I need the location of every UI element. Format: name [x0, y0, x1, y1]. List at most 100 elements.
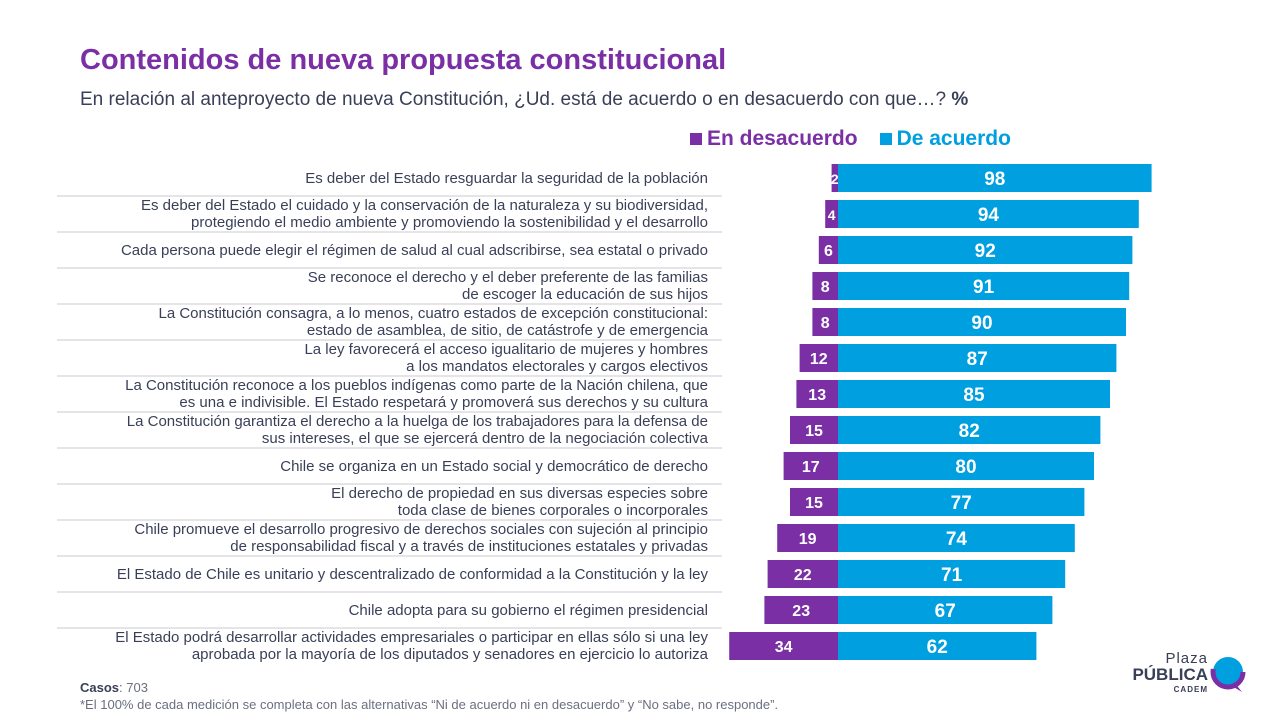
data-label-en-desacuerdo: 34: [775, 639, 793, 656]
category-label-line: estado de asamblea, de sitio, de catástr…: [307, 322, 709, 339]
bar-de-acuerdo: [838, 200, 1139, 228]
category-label-line: El Estado de Chile es unitario y descent…: [117, 566, 709, 583]
category-label-line: protegiendo el medio ambiente y promovie…: [191, 214, 708, 231]
category-label-line: sus intereses, el que se ejercerá dentro…: [262, 430, 709, 447]
category-label: Es deber del Estado el cuidado y la cons…: [141, 197, 708, 231]
data-label-en-desacuerdo: 15: [805, 423, 823, 440]
data-label-en-desacuerdo: 17: [802, 459, 820, 476]
category-label-line: Cada persona puede elegir el régimen de …: [121, 242, 708, 259]
bar-en-desacuerdo: [825, 200, 838, 228]
bar-de-acuerdo: [838, 344, 1117, 372]
category-label-line: El Estado podrá desarrollar actividades …: [115, 629, 708, 646]
casos-footnote: Casos: 703: [80, 680, 148, 695]
logo-line-2: PÚBLICA: [1132, 665, 1208, 684]
category-label: Se reconoce el derecho y el deber prefer…: [308, 269, 708, 303]
category-label-line: Chile adopta para su gobierno el régimen…: [349, 602, 708, 619]
data-label-en-desacuerdo: 13: [808, 387, 826, 404]
bar-en-desacuerdo: [812, 308, 838, 336]
data-label-de-acuerdo: 77: [951, 493, 972, 514]
category-label: Chile adopta para su gobierno el régimen…: [349, 602, 708, 619]
data-label-de-acuerdo: 62: [927, 637, 948, 658]
category-label-line: Chile promueve el desarrollo progresivo …: [134, 521, 708, 538]
legend-swatch-desacuerdo: [690, 133, 702, 145]
bar-en-desacuerdo: [799, 344, 838, 372]
bar-en-desacuerdo: [777, 524, 838, 552]
bar-en-desacuerdo: [796, 380, 838, 408]
casos-label: Casos: [80, 680, 120, 695]
category-label-line: La Constitución consagra, a lo menos, cu…: [159, 305, 709, 322]
logo-line-1: Plaza: [1165, 650, 1208, 667]
bar-de-acuerdo: [838, 452, 1094, 480]
legend-label-acuerdo: De acuerdo: [896, 127, 1011, 150]
subtitle-text: En relación al anteproyecto de nueva Con…: [80, 89, 947, 110]
category-label-line: aprobada por la mayoría de los diputados…: [192, 646, 709, 663]
bar-en-desacuerdo: [818, 236, 838, 264]
category-label: Chile promueve el desarrollo progresivo …: [134, 521, 708, 555]
data-label-en-desacuerdo: 23: [792, 603, 810, 620]
legend-item-desacuerdo: En desacuerdo: [690, 127, 858, 151]
bar-de-acuerdo: [838, 488, 1085, 516]
category-label-line: de escoger la educación de sus hijos: [462, 286, 708, 303]
data-label-de-acuerdo: 74: [946, 529, 968, 550]
category-label: El Estado de Chile es unitario y descent…: [117, 566, 709, 583]
data-label-en-desacuerdo: 2: [831, 171, 839, 187]
data-label-de-acuerdo: 91: [973, 277, 995, 298]
legend-label-desacuerdo: En desacuerdo: [707, 127, 858, 150]
category-label-line: La Constitución reconoce a los pueblos i…: [125, 377, 708, 394]
category-label-line: de responsabilidad fiscal y a través de …: [230, 538, 708, 555]
category-label: El Estado podrá desarrollar actividades …: [115, 629, 708, 663]
subtitle-unit: %: [951, 89, 969, 110]
data-label-de-acuerdo: 82: [959, 421, 980, 442]
category-label-line: Chile se organiza en un Estado social y …: [280, 458, 708, 475]
category-label-line: Es deber del Estado resguardar la seguri…: [305, 170, 708, 187]
data-label-en-desacuerdo: 19: [799, 531, 817, 548]
logo-line-3: CADEM: [1173, 685, 1208, 694]
data-label-en-desacuerdo: 4: [828, 207, 836, 223]
legend-swatch-acuerdo: [879, 133, 892, 145]
data-label-en-desacuerdo: 12: [810, 351, 828, 368]
casos-value: : 703: [119, 680, 148, 695]
category-label-line: Es deber del Estado el cuidado y la cons…: [141, 197, 708, 214]
data-label-de-acuerdo: 71: [941, 565, 963, 586]
legend-item-acuerdo: De acuerdo: [879, 127, 1011, 151]
bar-en-desacuerdo: [767, 560, 838, 588]
data-label-de-acuerdo: 67: [935, 601, 956, 622]
bar-de-acuerdo: [838, 560, 1066, 588]
plaza-publica-cadem-logo: Plaza PÚBLICA CADEM: [1128, 650, 1246, 698]
category-label: Cada persona puede elegir el régimen de …: [121, 242, 708, 259]
bar-en-desacuerdo: [764, 596, 838, 624]
category-label-line: toda clase de bienes corporales o incorp…: [398, 502, 708, 519]
bar-en-desacuerdo: [729, 632, 838, 660]
data-label-en-desacuerdo: 8: [821, 315, 830, 332]
data-label-en-desacuerdo: 15: [805, 495, 823, 512]
legend: En desacuerdo De acuerdo: [690, 127, 1011, 151]
data-label-en-desacuerdo: 22: [794, 567, 812, 584]
category-label: Es deber del Estado resguardar la seguri…: [305, 170, 708, 187]
data-label-de-acuerdo: 80: [955, 457, 976, 478]
category-label: El derecho de propiedad en sus diversas …: [331, 485, 708, 519]
category-label: La ley favorecerá el acceso igualitario …: [304, 341, 708, 375]
category-label-line: La ley favorecerá el acceso igualitario …: [304, 341, 708, 358]
category-label-line: a los mandatos electorales y cargos elec…: [406, 358, 708, 375]
bar-de-acuerdo: [838, 236, 1133, 264]
bar-de-acuerdo: [838, 524, 1075, 552]
footnote: *El 100% de cada medición se completa co…: [80, 697, 779, 712]
bar-de-acuerdo: [838, 308, 1126, 336]
bar-en-desacuerdo: [790, 416, 838, 444]
data-label-de-acuerdo: 94: [978, 205, 1000, 226]
category-label-line: El derecho de propiedad en sus diversas …: [331, 485, 708, 502]
data-label-en-desacuerdo: 8: [821, 279, 830, 296]
category-label: La Constitución garantiza el derecho a l…: [127, 413, 709, 447]
chart-title: Contenidos de nueva propuesta constituci…: [80, 44, 727, 76]
bar-de-acuerdo: [838, 380, 1110, 408]
data-label-de-acuerdo: 92: [975, 241, 996, 262]
data-label-de-acuerdo: 87: [967, 349, 988, 370]
data-label-de-acuerdo: 98: [984, 169, 1005, 190]
data-label-de-acuerdo: 85: [963, 385, 985, 406]
chart-subtitle: En relación al anteproyecto de nueva Con…: [80, 89, 968, 111]
category-label: Chile se organiza en un Estado social y …: [280, 458, 708, 475]
logo-mark-icon: [1210, 654, 1246, 692]
bar-en-desacuerdo: [790, 488, 838, 516]
bar-de-acuerdo: [838, 416, 1101, 444]
